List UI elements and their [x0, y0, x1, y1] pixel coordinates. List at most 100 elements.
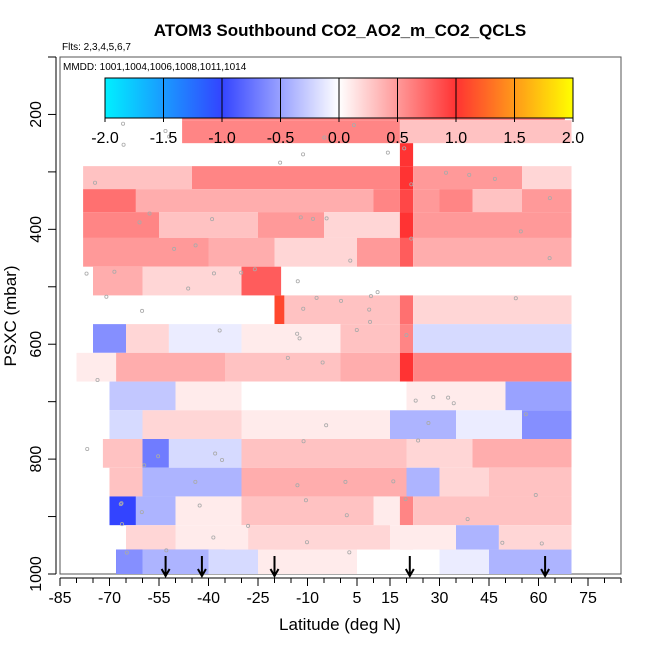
heatmap-cell	[135, 189, 374, 213]
sample-point	[295, 279, 300, 284]
heatmap-cell	[340, 324, 400, 353]
sample-point	[295, 331, 300, 336]
sample-point	[124, 550, 129, 555]
x-tick-label: 75	[579, 590, 597, 607]
y-tick-label: 800	[28, 446, 45, 473]
sample-point	[343, 479, 348, 484]
heatmap-cell	[472, 189, 522, 213]
latitude-arrow	[269, 556, 280, 579]
sample-point	[167, 134, 172, 139]
heatmap-cell	[83, 166, 192, 190]
sample-point	[391, 479, 396, 484]
sample-point	[278, 160, 283, 165]
heatmap-cell	[258, 549, 357, 574]
heatmap-cell	[456, 410, 522, 440]
x-tick-label: 30	[431, 590, 449, 607]
heatmap-cell	[241, 467, 407, 497]
sample-point	[513, 296, 518, 301]
heatmap-cell	[102, 439, 143, 468]
sample-point	[409, 236, 414, 241]
heatmap-cell	[390, 410, 456, 440]
sample-point	[547, 256, 552, 261]
sample-point	[310, 216, 315, 221]
sample-point	[402, 146, 407, 151]
sample-point	[443, 170, 448, 175]
heatmap-cell	[340, 352, 400, 382]
heatmap-cell	[439, 189, 473, 213]
heatmap-cell	[399, 120, 572, 144]
x-tick-label: -55	[147, 590, 170, 607]
sample-point	[467, 172, 472, 177]
sample-point	[518, 229, 523, 234]
x-tick-label: -85	[48, 590, 71, 607]
heatmap-cell	[413, 189, 440, 213]
sample-point	[533, 493, 538, 498]
heatmap-cell	[93, 266, 143, 296]
heatmap-cell	[192, 166, 400, 190]
heatmap-cell	[142, 266, 242, 296]
dates-note: MMDD: 1001,1004,1006,1008,1011,1014	[63, 62, 247, 73]
sample-point	[348, 258, 353, 263]
heatmap-cell	[399, 189, 414, 213]
x-tick-label: 15	[381, 590, 399, 607]
sample-point	[186, 286, 191, 291]
x-tick-label: 5	[353, 590, 362, 607]
sample-point	[285, 355, 290, 360]
sample-point	[431, 395, 436, 400]
heatmap-cell	[109, 410, 143, 440]
heatmap-cell	[241, 410, 390, 440]
heatmap-cell	[399, 324, 414, 353]
heatmap-cell	[142, 439, 169, 468]
sample-point	[295, 483, 300, 488]
x-axis-title: Latitude (deg N)	[279, 615, 401, 634]
heatmap-cell	[413, 212, 572, 238]
sample-point	[213, 451, 218, 456]
heatmap-cell	[168, 439, 242, 468]
heatmap-cell	[225, 352, 341, 382]
y-tick-label: 600	[28, 331, 45, 358]
heatmap-cell	[175, 381, 242, 411]
heatmap-cell	[274, 237, 357, 267]
heatmap-cell	[413, 166, 522, 190]
sample-point	[403, 497, 408, 502]
sample-point	[118, 502, 123, 507]
sample-point	[367, 307, 372, 312]
sample-point	[239, 270, 244, 275]
heatmap-cell	[472, 439, 572, 468]
sample-point	[211, 271, 216, 276]
latitude-arrow	[404, 556, 415, 579]
x-tick-label: 45	[480, 590, 498, 607]
heatmap-cell	[399, 237, 414, 267]
heatmap-cell	[373, 496, 400, 526]
sample-point	[324, 423, 329, 428]
sample-point	[304, 540, 309, 545]
heatmap-cell	[126, 324, 169, 353]
colorbar-tick-label: -1.0	[208, 130, 236, 147]
colorbar-tick-label: 1.5	[503, 130, 525, 147]
x-tick-label: -10	[296, 590, 319, 607]
sample-point	[93, 180, 98, 185]
heatmap-cell	[399, 295, 414, 325]
sample-point	[193, 479, 198, 484]
sample-point	[119, 522, 124, 527]
sample-point	[197, 503, 202, 508]
heatmap-cell	[399, 352, 414, 382]
sample-point	[252, 267, 257, 272]
heatmap-cell	[324, 212, 400, 238]
chart-title: ATOM3 Southbound CO2_AO2_m_CO2_QCLS	[154, 21, 526, 40]
heatmap-cell	[413, 237, 572, 267]
cells-layer	[76, 96, 572, 574]
sample-point	[84, 271, 89, 276]
sample-point	[140, 308, 145, 313]
heatmap-cell	[399, 496, 414, 526]
heatmap-cell	[522, 410, 572, 440]
heatmap-cell	[175, 496, 242, 526]
heatmap-cell	[208, 549, 258, 574]
heatmap-cell	[126, 525, 176, 550]
heatmap-cell	[489, 467, 572, 497]
sample-point	[500, 540, 505, 545]
x-tick-label: -25	[246, 590, 269, 607]
heatmap-cell	[413, 295, 572, 325]
heatmap-cell	[83, 212, 159, 238]
